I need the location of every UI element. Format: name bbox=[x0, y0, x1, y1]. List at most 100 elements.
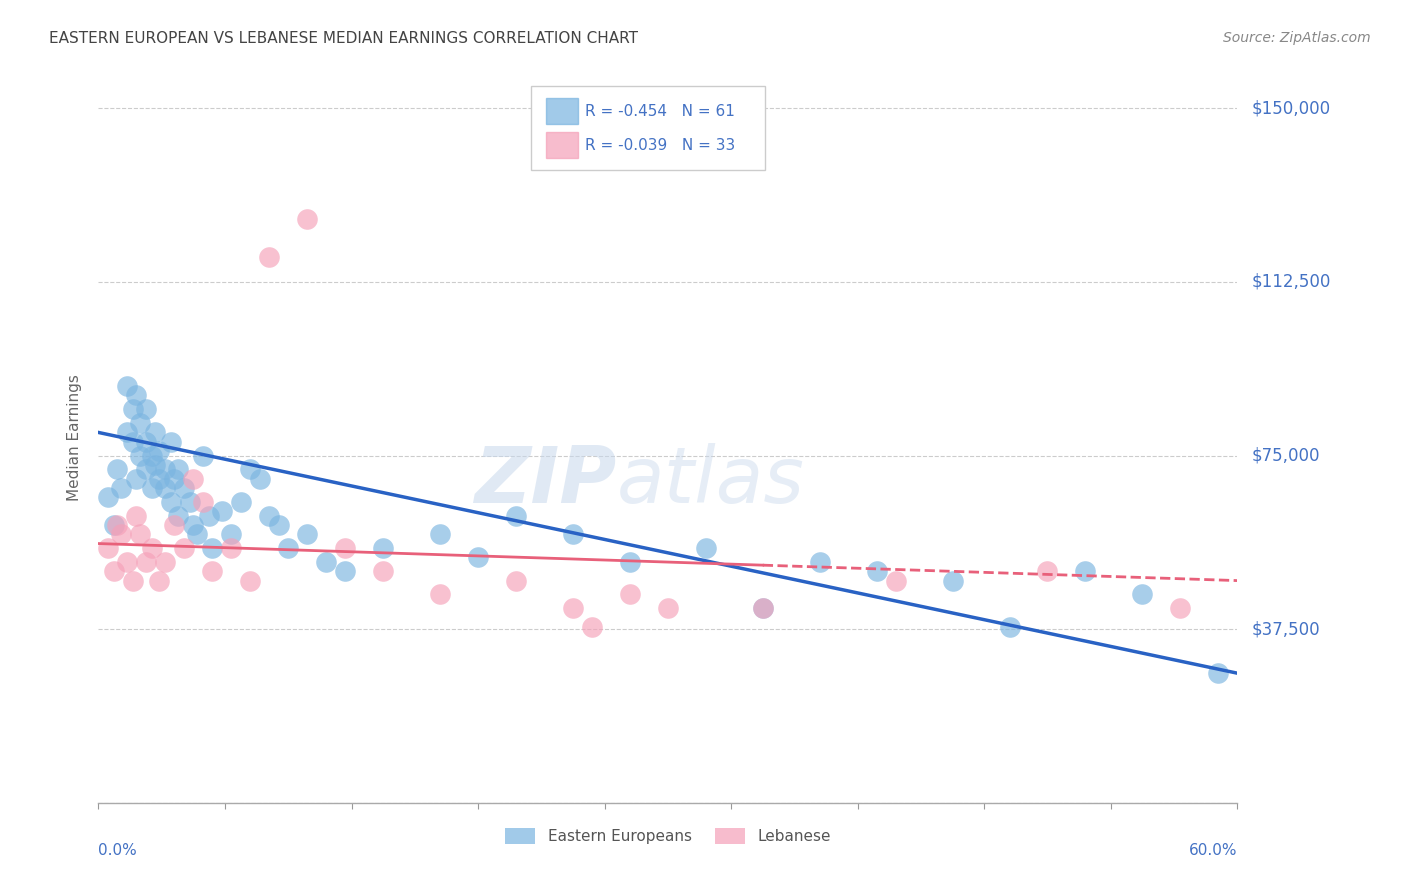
Point bbox=[153, 555, 176, 569]
Point bbox=[121, 402, 143, 417]
Text: 0.0%: 0.0% bbox=[98, 843, 138, 858]
Text: EASTERN EUROPEAN VS LEBANESE MEDIAN EARNINGS CORRELATION CHART: EASTERN EUROPEAN VS LEBANESE MEDIAN EARN… bbox=[49, 31, 638, 46]
Point bbox=[429, 587, 451, 601]
Point bbox=[153, 481, 176, 495]
Point bbox=[179, 495, 201, 509]
Point bbox=[173, 481, 195, 495]
Point bbox=[125, 388, 148, 402]
Point bbox=[183, 518, 205, 533]
Text: atlas: atlas bbox=[617, 443, 804, 519]
Text: $37,500: $37,500 bbox=[1251, 620, 1320, 638]
Point bbox=[1132, 587, 1154, 601]
Point bbox=[183, 472, 205, 486]
Bar bbox=[546, 132, 578, 158]
Point bbox=[145, 458, 167, 472]
Point bbox=[125, 508, 148, 523]
Point bbox=[110, 527, 132, 541]
Point bbox=[141, 481, 163, 495]
Point bbox=[229, 495, 252, 509]
Point bbox=[201, 565, 224, 579]
Point bbox=[297, 212, 319, 227]
Legend: Eastern Europeans, Lebanese: Eastern Europeans, Lebanese bbox=[499, 822, 837, 850]
Point bbox=[1036, 565, 1059, 579]
Point bbox=[135, 402, 157, 417]
Point bbox=[239, 574, 262, 588]
Point bbox=[163, 472, 186, 486]
Point bbox=[505, 508, 527, 523]
Point bbox=[201, 541, 224, 556]
Point bbox=[121, 434, 143, 449]
Point bbox=[186, 527, 208, 541]
Point bbox=[371, 565, 394, 579]
Point bbox=[259, 250, 281, 264]
Point bbox=[211, 504, 233, 518]
Point bbox=[619, 555, 641, 569]
Point bbox=[239, 462, 262, 476]
Point bbox=[267, 518, 290, 533]
Point bbox=[297, 527, 319, 541]
Point bbox=[998, 620, 1021, 634]
Point bbox=[581, 620, 603, 634]
Point bbox=[129, 527, 152, 541]
Point bbox=[145, 425, 167, 440]
Point bbox=[107, 462, 129, 476]
Point bbox=[115, 379, 138, 393]
Point bbox=[752, 601, 775, 615]
Point bbox=[135, 462, 157, 476]
Point bbox=[129, 449, 152, 463]
Point bbox=[153, 462, 176, 476]
Point bbox=[141, 449, 163, 463]
Point bbox=[866, 565, 889, 579]
Bar bbox=[546, 98, 578, 124]
Text: 60.0%: 60.0% bbox=[1189, 843, 1237, 858]
Point bbox=[97, 490, 120, 504]
Point bbox=[221, 527, 243, 541]
Point bbox=[125, 472, 148, 486]
Point bbox=[110, 481, 132, 495]
Point bbox=[695, 541, 717, 556]
Point bbox=[191, 449, 214, 463]
Point bbox=[167, 508, 190, 523]
Point bbox=[277, 541, 299, 556]
Point bbox=[148, 444, 170, 458]
Point bbox=[505, 574, 527, 588]
Text: $112,500: $112,500 bbox=[1251, 273, 1330, 291]
Point bbox=[942, 574, 965, 588]
Point bbox=[335, 541, 357, 556]
Point bbox=[335, 565, 357, 579]
Y-axis label: Median Earnings: Median Earnings bbox=[67, 374, 83, 500]
Point bbox=[148, 574, 170, 588]
Point bbox=[135, 434, 157, 449]
Point bbox=[135, 555, 157, 569]
Text: R = -0.454   N = 61: R = -0.454 N = 61 bbox=[585, 104, 734, 120]
Point bbox=[173, 541, 195, 556]
Point bbox=[191, 495, 214, 509]
Point bbox=[107, 518, 129, 533]
Point bbox=[159, 495, 181, 509]
Point bbox=[221, 541, 243, 556]
Point bbox=[429, 527, 451, 541]
Point bbox=[129, 416, 152, 430]
Point bbox=[163, 518, 186, 533]
Point bbox=[884, 574, 907, 588]
Point bbox=[121, 574, 143, 588]
FancyBboxPatch shape bbox=[531, 86, 765, 170]
Point bbox=[103, 565, 125, 579]
Text: $150,000: $150,000 bbox=[1251, 99, 1330, 118]
Point bbox=[249, 472, 271, 486]
Text: Source: ZipAtlas.com: Source: ZipAtlas.com bbox=[1223, 31, 1371, 45]
Text: $75,000: $75,000 bbox=[1251, 447, 1320, 465]
Point bbox=[167, 462, 190, 476]
Point bbox=[103, 518, 125, 533]
Point bbox=[562, 527, 585, 541]
Point bbox=[752, 601, 775, 615]
Point bbox=[657, 601, 679, 615]
Text: ZIP: ZIP bbox=[474, 443, 617, 519]
Point bbox=[115, 425, 138, 440]
Point bbox=[259, 508, 281, 523]
Point bbox=[562, 601, 585, 615]
Text: R = -0.039   N = 33: R = -0.039 N = 33 bbox=[585, 137, 735, 153]
Point bbox=[141, 541, 163, 556]
Point bbox=[97, 541, 120, 556]
Point bbox=[619, 587, 641, 601]
